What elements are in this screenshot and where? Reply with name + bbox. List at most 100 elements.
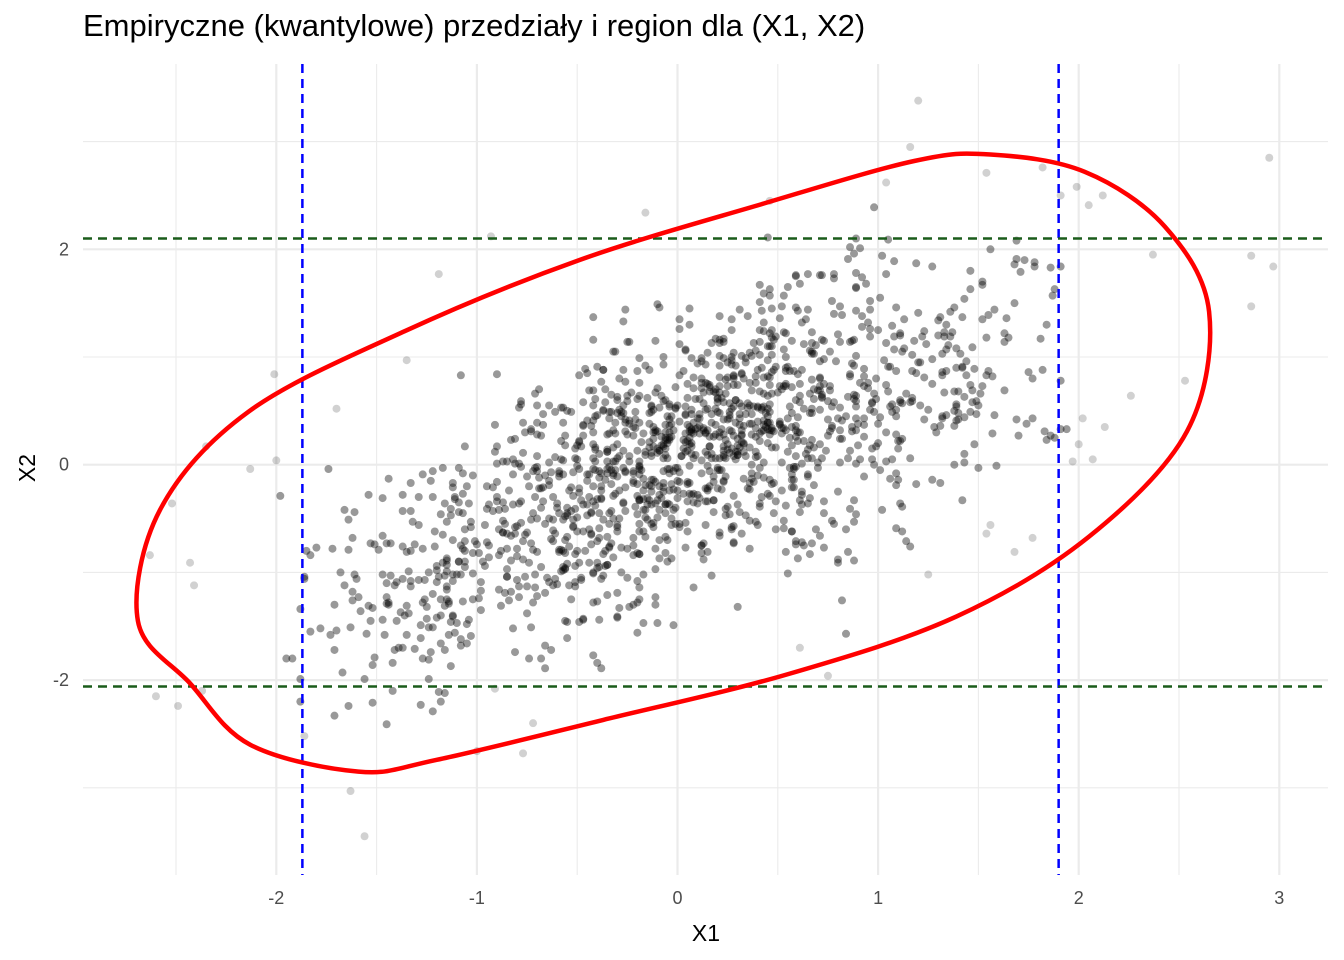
data-point [721,375,730,384]
data-point [655,490,664,499]
data-point [611,489,620,498]
data-point [669,467,678,476]
data-point [759,458,768,467]
data-point [703,484,712,493]
data-point [765,342,774,351]
data-point [547,645,556,654]
data-point [531,493,540,502]
data-point [966,285,975,294]
data-point [611,429,620,438]
data-point [882,457,891,466]
data-point [811,341,820,350]
data-point-outside [982,529,991,538]
data-point [759,373,768,382]
data-point [805,409,814,418]
data-point [563,503,572,512]
data-point [767,443,776,452]
data-point [743,399,752,408]
data-point [583,470,592,479]
data-point [719,451,728,460]
data-point [663,465,672,474]
data-point [703,348,712,357]
data-point [763,391,772,400]
data-point [448,483,457,492]
data-point [809,443,818,452]
data-point [699,388,708,397]
data-point [336,568,345,577]
data-point [665,465,674,474]
data-point [856,378,865,387]
data-point [643,515,652,524]
data-point [868,398,877,407]
data-point [498,516,507,525]
data-point [733,602,742,611]
data-point [663,412,672,421]
data-point [757,405,766,414]
data-point [527,623,536,632]
data-point [589,598,598,607]
data-point [565,542,574,551]
data-point [819,509,828,518]
data-point [892,405,901,414]
data-point [661,500,670,509]
data-point [757,427,766,436]
data-point [954,415,963,424]
data-point [406,479,415,488]
data-point [555,467,564,476]
data-point [557,545,566,554]
data-point [729,539,738,548]
data-point [739,439,748,448]
data-point [603,445,612,454]
data-point [633,395,642,404]
data-point [615,405,624,414]
data-point [515,499,524,508]
data-point [418,654,427,663]
data-point [791,303,800,312]
data-point [633,446,642,455]
data-point [894,437,903,446]
data-point [685,423,694,432]
data-point [555,545,564,554]
data-point [938,371,947,380]
data-point [404,609,413,618]
data-point [589,401,598,410]
data-point [683,393,692,402]
data-point [771,497,780,506]
data-point [629,467,638,476]
data-point [852,510,861,519]
data-point [797,487,806,496]
data-point [442,517,451,526]
data-point [647,475,656,484]
data-point [705,442,714,451]
data-point [972,410,981,419]
data-point [561,536,570,545]
data-point [767,480,776,489]
data-point [693,359,702,368]
data-point [783,447,792,456]
data-point [639,474,648,483]
data-point [663,439,672,448]
data-point [460,537,469,546]
data-point [593,564,602,573]
data-point [525,482,534,491]
data-point [703,486,712,495]
data-point [990,305,999,314]
data-point [717,425,726,434]
data-point [330,600,339,609]
data-point [442,554,451,563]
data-point [701,378,710,387]
data-point [613,409,622,418]
data-point [681,543,690,552]
data-point [609,443,618,452]
data-point [639,429,648,438]
data-point [384,600,393,609]
data-point-outside [360,832,369,841]
data-point [601,561,610,570]
data-point [715,361,724,370]
data-point [450,495,459,504]
data-point [615,452,624,461]
data-point [675,315,684,324]
data-point [631,415,640,424]
data-point [779,328,788,337]
data-point [763,489,772,498]
